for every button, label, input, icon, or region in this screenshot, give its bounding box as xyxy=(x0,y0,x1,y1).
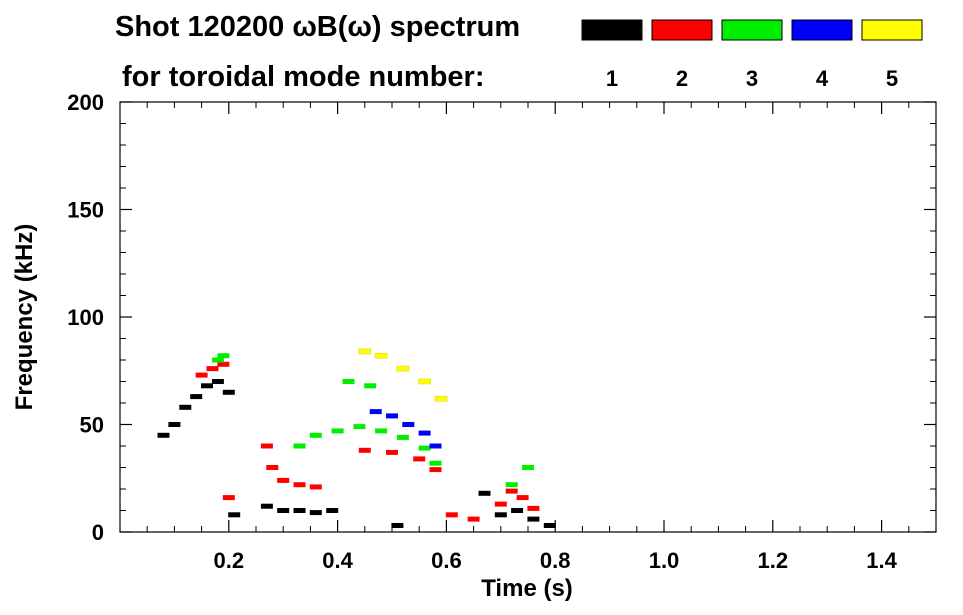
mode-3-point xyxy=(309,432,322,438)
mode-3-point xyxy=(217,353,230,359)
legend-label-1: 1 xyxy=(606,66,618,91)
mode-2-point xyxy=(505,488,518,494)
legend-swatch-1 xyxy=(581,19,643,41)
mode-2-point xyxy=(467,516,480,522)
mode-1-point xyxy=(179,404,192,410)
mode-3-point xyxy=(342,379,355,384)
mode-2-point xyxy=(195,372,208,378)
axes: 0.2 0.4 0.6 0.8 1.0 1.2 1.4 0 50 100 150 200 xyxy=(67,90,936,573)
legend-swatch-2 xyxy=(651,19,713,41)
legend-swatch-3 xyxy=(721,19,783,41)
mode-2-point xyxy=(494,501,507,507)
mode-2-point xyxy=(293,482,306,488)
mode-1-point xyxy=(494,512,507,518)
mode-5-point xyxy=(358,348,372,355)
mode-2-point xyxy=(277,477,290,483)
y-tick-label: 200 xyxy=(67,90,104,115)
x-tick-label: 0.4 xyxy=(322,548,353,573)
mode-3-point xyxy=(429,460,442,466)
mode-4-point xyxy=(402,422,415,427)
x-tick-label: 1.4 xyxy=(866,548,897,573)
x-tick-label: 0.6 xyxy=(431,548,462,573)
mode-3-point xyxy=(293,443,306,449)
mode-4-point xyxy=(386,413,398,419)
legend-label-2: 2 xyxy=(676,66,688,91)
mode-3-point xyxy=(331,428,344,434)
mode-1-point xyxy=(391,523,404,528)
mode-3-point xyxy=(353,424,366,430)
chart-subtitle: for toroidal mode number: xyxy=(122,61,485,93)
mode-2-point xyxy=(222,495,235,501)
y-tick-label: 150 xyxy=(67,198,104,223)
mode-1-point xyxy=(309,510,322,516)
mode-2-point xyxy=(266,465,279,470)
mode-2-point xyxy=(527,505,540,511)
mode-3-point xyxy=(505,482,518,488)
mode-1-point xyxy=(222,389,235,395)
mode-2-point xyxy=(413,456,426,462)
legend-label-4: 4 xyxy=(816,66,829,91)
mode-5-point xyxy=(396,365,410,372)
mode-4-point xyxy=(418,430,431,436)
mode-3-point xyxy=(418,445,431,451)
legend-swatch-5 xyxy=(861,19,923,41)
mode-2-point xyxy=(516,495,529,501)
mode-2-point xyxy=(217,361,230,367)
mode-2-point xyxy=(206,366,219,372)
mode-2-point xyxy=(358,447,371,453)
x-tick-label: 0.2 xyxy=(214,548,245,573)
mode-1-point xyxy=(326,508,339,513)
y-tick-label: 0 xyxy=(92,520,104,545)
mode-4-point xyxy=(429,443,442,449)
mode-1-point xyxy=(527,516,540,522)
mode-1-point xyxy=(293,508,306,513)
mode-3-point xyxy=(364,383,377,389)
mode-1-point xyxy=(543,523,556,528)
mode-4-point xyxy=(369,409,382,415)
legend-swatch-4 xyxy=(791,19,853,41)
x-axis-label: Time (s) xyxy=(481,575,573,602)
chart-title: Shot 120200 ωB(ω) spectrum xyxy=(115,11,520,43)
y-tick-label: 50 xyxy=(80,413,104,438)
mode-1-point xyxy=(201,383,213,389)
mode-3-point xyxy=(211,357,224,363)
mode-1-point xyxy=(277,508,290,513)
y-axis-label: Frequency (kHz) xyxy=(11,224,38,411)
mode-5-point xyxy=(374,352,388,359)
mode-1-point xyxy=(157,432,170,438)
mode-2-point xyxy=(386,449,398,455)
mode-1-point xyxy=(168,422,181,427)
mode-3-point xyxy=(375,428,388,434)
legend-label-3: 3 xyxy=(746,66,758,91)
mode-2-point xyxy=(260,443,273,449)
x-tick-label: 1.0 xyxy=(649,548,680,573)
legend-label-5: 5 xyxy=(886,66,898,91)
mode-2-point xyxy=(445,512,458,518)
mode-3-point xyxy=(396,434,409,440)
mode-1-point xyxy=(260,503,273,509)
y-tick-label: 100 xyxy=(67,305,104,330)
mode-1-point xyxy=(511,508,524,513)
x-tick-label: 1.2 xyxy=(758,548,789,573)
mode-1-point xyxy=(211,379,224,384)
spectrum-marks xyxy=(157,348,556,528)
mode-2-point xyxy=(429,467,442,473)
x-tick-label: 0.8 xyxy=(540,548,571,573)
mode-5-point xyxy=(418,378,431,385)
mode-1-point xyxy=(478,490,491,496)
mode-5-point xyxy=(434,395,448,402)
mode-1-point xyxy=(190,394,203,400)
mode-1-point xyxy=(228,512,241,518)
mode-2-point xyxy=(309,484,322,490)
mode-3-point xyxy=(522,465,534,470)
legend: 1 2 3 4 5 xyxy=(581,19,923,91)
